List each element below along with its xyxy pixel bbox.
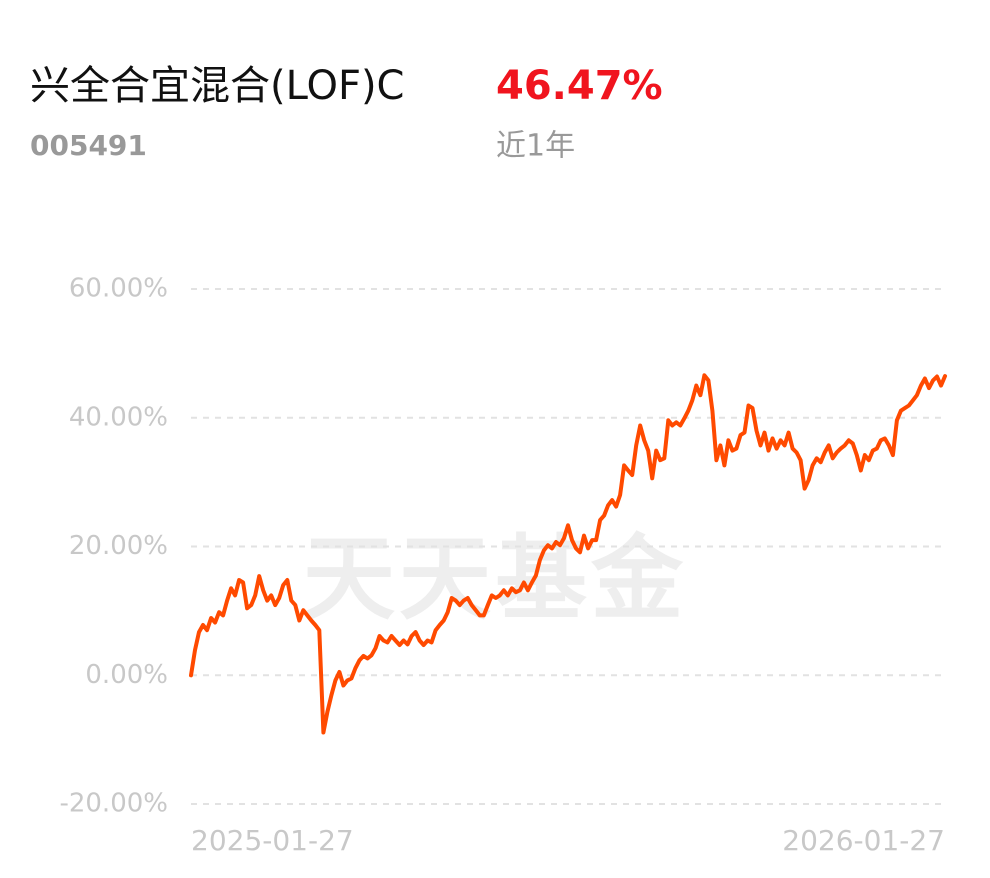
period-label: 近1年 xyxy=(496,129,575,164)
fund-title: 兴全合宜混合(LOF)C xyxy=(30,63,405,109)
x-tick-label: 2025-01-27 xyxy=(191,824,354,857)
y-tick-label: 40.00% xyxy=(69,402,168,432)
y-tick-label: 0.00% xyxy=(85,660,168,690)
return-line xyxy=(189,373,947,735)
y-tick-label: 20.00% xyxy=(69,531,168,561)
fund-return: 46.47% xyxy=(496,63,663,109)
watermark: 天天基金 xyxy=(303,525,687,632)
x-tick-label: 2026-01-27 xyxy=(782,824,945,857)
y-tick-label: 60.00% xyxy=(69,274,168,304)
y-tick-label: -20.00% xyxy=(59,789,168,819)
fund-code: 005491 xyxy=(30,129,147,162)
